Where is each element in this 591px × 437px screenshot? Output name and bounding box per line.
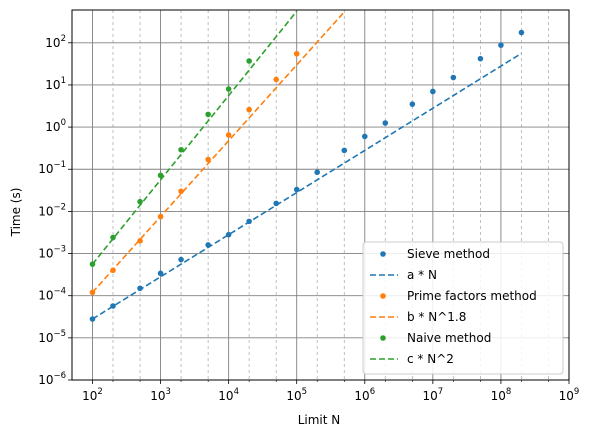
data-point [518,29,525,36]
legend: Sieve method a * N Prime factors method b *… [362,241,564,375]
data-point [89,261,96,267]
data-point [157,270,164,277]
data-point [450,74,457,81]
data-point [178,146,184,153]
tick-label: 100 [45,118,66,134]
legend-label: Sieve method [407,247,490,261]
tick-label: 10−1 [38,160,66,176]
legend-label: Prime factors method [407,289,537,303]
data-point [205,156,211,163]
data-point [246,218,252,225]
data-point [157,213,164,220]
data-point [382,120,389,126]
data-point [341,147,348,154]
fit-line-1 [92,52,522,320]
data-point [205,242,211,248]
legend-marker [380,335,386,341]
data-point [110,234,116,241]
plot-frame [71,9,570,381]
tick-label: 107 [423,387,444,403]
tick-label: 10−5 [38,329,66,345]
tick-label: 102 [82,387,103,403]
data-point [110,267,116,274]
data-point [178,188,184,195]
data-point [225,86,232,92]
legend-label: c * N^2 [407,352,454,366]
data-point [293,186,300,193]
data-point [137,285,143,292]
legend-label: b * N^1.8 [407,310,466,324]
data-point [430,88,436,95]
legend-marker [380,293,386,299]
data-point [246,58,252,64]
data-point [89,316,96,322]
fit-line-5 [91,10,298,265]
y-axis-label: Time (s) [9,188,23,238]
legend-marker [380,251,386,257]
axis-ticks: 102 103 104 105 106 107 108 109 10−6 10−5 10−4 10−3… [38,34,579,403]
data-point [361,133,368,140]
data-point [498,42,504,48]
data-point [89,289,96,296]
tick-label: 10−6 [38,371,66,387]
legend-label: a * N [407,268,437,282]
data-point [477,55,484,62]
legend-label: Naive method [407,331,491,345]
tick-label: 109 [559,387,580,403]
data-point [205,111,211,118]
tick-label: 102 [45,34,66,50]
tick-label: 104 [218,387,239,403]
data-point [246,106,252,113]
data-point [137,238,143,244]
tick-label: 106 [354,387,375,403]
tick-label: 10−3 [38,245,66,261]
tick-label: 105 [286,387,307,403]
major-grid [72,10,569,380]
data-point [137,198,143,205]
data-point [157,172,164,179]
data-point [178,256,184,263]
data-point [225,132,232,138]
data-point [293,50,300,57]
plot-series [89,10,525,322]
data-point [314,169,321,176]
data-point [273,76,280,83]
data-point [273,200,280,207]
x-axis-label: Limit N [298,413,341,427]
tick-label: 108 [491,387,512,403]
data-point [409,101,416,107]
tick-label: 10−2 [38,202,66,218]
tick-label: 101 [45,76,66,92]
legend-box [362,241,564,375]
plot-area [89,10,525,322]
tick-label: 10−4 [38,287,66,303]
data-point [225,231,232,238]
data-point [110,303,116,309]
tick-label: 103 [150,387,171,403]
